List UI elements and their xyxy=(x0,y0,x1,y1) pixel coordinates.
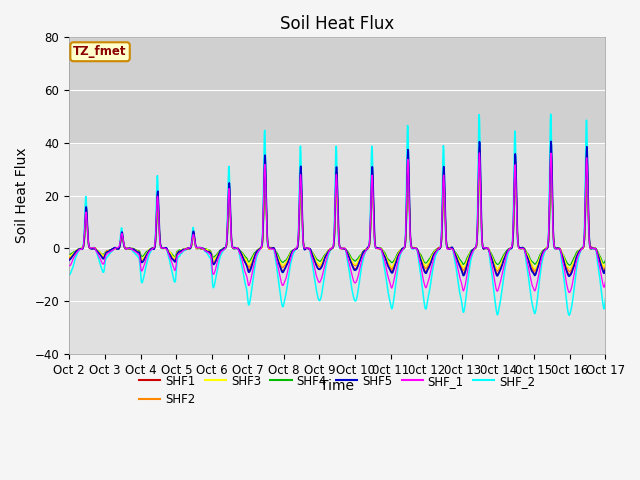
SHF4 xyxy=(566,262,573,268)
SHF_2 xyxy=(129,248,136,253)
SHF_1 xyxy=(602,278,609,284)
Line: SHF2: SHF2 xyxy=(69,161,605,272)
SHF1 xyxy=(314,264,321,270)
SHF5 xyxy=(304,245,312,251)
SHF2 xyxy=(566,269,573,275)
SHF_1 xyxy=(107,249,115,254)
SHF5 xyxy=(292,246,300,252)
SHF5 xyxy=(602,266,609,272)
SHF5 xyxy=(314,265,321,271)
SHF3 xyxy=(292,245,300,251)
SHF_1 xyxy=(566,289,573,295)
Line: SHF_1: SHF_1 xyxy=(69,153,605,292)
SHF1 xyxy=(107,247,115,253)
SHF1 xyxy=(65,255,73,261)
Line: SHF3: SHF3 xyxy=(69,169,605,269)
SHF4 xyxy=(602,257,609,263)
SHF1 xyxy=(547,144,555,150)
X-axis label: Time: Time xyxy=(320,379,354,393)
SHF5 xyxy=(566,274,573,279)
Line: SHF1: SHF1 xyxy=(69,147,605,275)
SHF_1 xyxy=(371,232,378,238)
SHF_1 xyxy=(65,263,73,269)
SHF3 xyxy=(493,266,501,272)
SHF4 xyxy=(304,245,312,251)
SHF2 xyxy=(107,247,115,253)
SHF_2 xyxy=(304,245,312,251)
SHF_2 xyxy=(371,236,378,241)
SHF2 xyxy=(314,261,321,267)
SHF_2 xyxy=(547,111,554,117)
SHF_2 xyxy=(65,272,73,278)
SHF3 xyxy=(371,232,378,238)
SHF4 xyxy=(314,257,321,263)
SHF4 xyxy=(107,247,115,252)
SHF2 xyxy=(65,255,73,261)
SHF1 xyxy=(566,272,573,278)
Line: SHF4: SHF4 xyxy=(69,173,605,265)
SHF1 xyxy=(129,246,136,252)
Legend: SHF1, SHF2, SHF3, SHF4, SHF5, SHF_1, SHF_2: SHF1, SHF2, SHF3, SHF4, SHF5, SHF_1, SHF… xyxy=(134,370,540,411)
SHF5 xyxy=(107,247,115,253)
Text: TZ_fmet: TZ_fmet xyxy=(74,45,127,58)
SHF5 xyxy=(65,257,73,263)
SHF3 xyxy=(602,261,609,266)
SHF4 xyxy=(292,245,300,251)
SHF4 xyxy=(129,245,136,251)
SHF2 xyxy=(292,245,300,251)
SHF4 xyxy=(548,170,556,176)
Line: SHF_2: SHF_2 xyxy=(69,114,605,315)
SHF1 xyxy=(602,264,609,270)
SHF3 xyxy=(65,253,73,259)
Bar xyxy=(69,37,605,143)
SHF4 xyxy=(65,252,73,257)
SHF_2 xyxy=(566,312,573,318)
SHF_1 xyxy=(129,247,136,253)
SHF_1 xyxy=(304,245,312,251)
SHF1 xyxy=(304,246,312,252)
Title: Soil Heat Flux: Soil Heat Flux xyxy=(280,15,394,33)
SHF2 xyxy=(371,231,378,237)
SHF2 xyxy=(476,158,483,164)
SHF5 xyxy=(547,138,555,144)
SHF_1 xyxy=(314,276,321,282)
SHF2 xyxy=(602,263,609,269)
SHF4 xyxy=(371,228,378,233)
SHF3 xyxy=(129,246,136,252)
SHF3 xyxy=(314,260,321,265)
SHF1 xyxy=(371,228,378,234)
Y-axis label: Soil Heat Flux: Soil Heat Flux xyxy=(15,148,29,243)
Line: SHF5: SHF5 xyxy=(69,141,605,276)
SHF_2 xyxy=(314,292,321,298)
SHF3 xyxy=(107,247,115,253)
SHF_1 xyxy=(476,150,483,156)
SHF5 xyxy=(371,228,378,233)
SHF_2 xyxy=(292,245,300,251)
SHF2 xyxy=(304,245,312,251)
SHF_2 xyxy=(107,250,115,255)
SHF_2 xyxy=(602,296,609,301)
SHF1 xyxy=(292,246,300,252)
SHF3 xyxy=(547,167,555,172)
SHF3 xyxy=(304,245,312,251)
SHF5 xyxy=(129,246,136,252)
SHF2 xyxy=(129,246,136,252)
SHF_1 xyxy=(292,245,300,251)
